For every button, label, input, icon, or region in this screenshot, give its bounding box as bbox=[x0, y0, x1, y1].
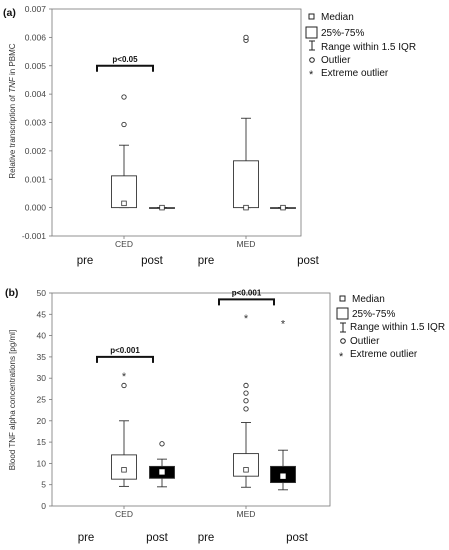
outlier-point bbox=[121, 94, 127, 100]
panel-a-ylabel-prefix: Relative transcription of bbox=[8, 93, 17, 179]
legend-range-label: Range within 1.5 IQR bbox=[321, 42, 416, 53]
legend-b-outlier-label: Outlier bbox=[350, 336, 380, 347]
group-sublabel: pre bbox=[77, 255, 94, 267]
box-iqr bbox=[233, 160, 259, 209]
group-sublabel: post bbox=[146, 532, 169, 544]
group-sublabel: pre bbox=[198, 255, 215, 267]
legend-b-box-marker bbox=[336, 307, 349, 320]
y-tick-label: 0.004 bbox=[25, 89, 47, 99]
group-sublabel: post bbox=[297, 255, 320, 267]
legend-extreme-marker: * bbox=[309, 69, 314, 81]
y-tick-label: 0 bbox=[41, 501, 46, 511]
y-tick-label: 0.005 bbox=[25, 61, 47, 71]
panel-b-legend: Median 25%-75% Range within 1.5 IQR Outl… bbox=[336, 294, 445, 363]
legend-median-marker bbox=[308, 13, 315, 20]
y-tick-label: 0.007 bbox=[25, 4, 47, 14]
panel-a-ylabel-italic: TNF bbox=[8, 76, 17, 93]
y-tick-label: 15 bbox=[37, 437, 47, 447]
panel-a-legend: Median 25%-75% Range within 1.5 IQR Outl… bbox=[305, 12, 416, 81]
extreme-outlier-point: * bbox=[122, 371, 127, 383]
median-marker bbox=[159, 469, 165, 475]
significance-bracket bbox=[96, 355, 154, 363]
panel-a: (a) Relative transcription of TNF in PBM… bbox=[3, 4, 416, 267]
y-tick-label: 0.006 bbox=[25, 32, 47, 42]
plot-frame bbox=[51, 8, 302, 237]
legend-b-range-label: Range within 1.5 IQR bbox=[350, 322, 445, 333]
outlier-point bbox=[243, 390, 249, 396]
outlier-point bbox=[243, 406, 249, 412]
legend-b-outlier-marker bbox=[340, 338, 346, 344]
median-marker bbox=[121, 200, 127, 207]
category-label: CED bbox=[115, 239, 133, 249]
svg-text:Relative transcription of TNF: Relative transcription of TNF in PBMC bbox=[8, 43, 17, 178]
group-sublabel: post bbox=[141, 255, 164, 267]
group-sublabel: pre bbox=[78, 532, 95, 544]
y-tick-label: 40 bbox=[37, 331, 47, 341]
panel-a-ylabel: Relative transcription of TNF in PBMC bbox=[8, 43, 17, 178]
legend-b-whisker-marker bbox=[340, 322, 346, 333]
y-tick-label: 0.003 bbox=[25, 118, 47, 128]
outlier-point bbox=[121, 382, 127, 389]
panel-a-label: (a) bbox=[3, 7, 16, 19]
panel-b-ylabel-text: Blood TNF alpha concentrations [pg/ml] bbox=[8, 330, 17, 470]
y-tick-label: 0.000 bbox=[25, 203, 47, 213]
median-marker bbox=[159, 204, 165, 211]
box-iqr bbox=[111, 454, 137, 480]
category-label: MED bbox=[237, 239, 256, 249]
median-marker bbox=[280, 204, 286, 211]
y-tick-label: 0.002 bbox=[25, 146, 47, 156]
panel-b-label: (b) bbox=[5, 287, 18, 299]
significance-label: p<0.05 bbox=[112, 55, 138, 64]
extreme-outlier-point: * bbox=[281, 318, 286, 330]
legend-box-marker bbox=[305, 26, 318, 39]
group-sublabel: pre bbox=[198, 532, 215, 544]
legend-box-label: 25%-75% bbox=[321, 28, 364, 39]
legend-b-extreme-marker: * bbox=[339, 351, 344, 363]
legend-whisker-marker bbox=[309, 40, 315, 51]
y-tick-label: 10 bbox=[37, 458, 47, 468]
y-tick-label: 25 bbox=[37, 395, 47, 405]
y-tick-label: 20 bbox=[37, 416, 47, 426]
median-marker bbox=[243, 204, 249, 211]
outlier-point bbox=[243, 34, 249, 41]
legend-b-median-label: Median bbox=[352, 294, 385, 305]
y-tick-label: 5 bbox=[41, 480, 46, 490]
panel-a-ylabel-suffix: in PBMC bbox=[8, 43, 17, 77]
outlier-point bbox=[159, 441, 165, 447]
significance-bracket bbox=[96, 64, 154, 72]
group-sublabel: post bbox=[286, 532, 309, 544]
panel-b: (b) Blood TNF alpha concentrations [pg/m… bbox=[5, 287, 445, 544]
panel-b-ylabel: Blood TNF alpha concentrations [pg/ml] bbox=[8, 330, 17, 470]
significance-label: p<0.001 bbox=[232, 288, 262, 297]
legend-median-label: Median bbox=[321, 12, 354, 23]
y-tick-label: 35 bbox=[37, 352, 47, 362]
panel-b-plot-area: 0 5 10 15 20 25 30 35 40 45 50 CED MED pre post pre post… bbox=[37, 288, 331, 544]
y-tick-label: 50 bbox=[37, 288, 47, 298]
category-label: MED bbox=[237, 509, 256, 519]
median-marker bbox=[121, 467, 127, 473]
y-tick-label: 45 bbox=[37, 309, 47, 319]
extreme-outlier-point: * bbox=[244, 313, 249, 325]
y-tick-label: 30 bbox=[37, 373, 47, 383]
legend-b-box-label: 25%-75% bbox=[352, 309, 395, 320]
panel-a-plot-area: -0.001 0.000 0.001 0.002 0.003 0.004 0.005 0.00… bbox=[22, 4, 320, 267]
legend-extreme-label: Extreme outlier bbox=[321, 68, 389, 79]
median-marker bbox=[243, 467, 249, 473]
significance-label: p<0.001 bbox=[110, 346, 140, 355]
significance-bracket bbox=[218, 298, 275, 306]
legend-b-extreme-label: Extreme outlier bbox=[350, 349, 418, 360]
legend-outlier-label: Outlier bbox=[321, 55, 351, 66]
y-tick-label: -0.001 bbox=[22, 231, 46, 241]
y-tick-label: 0.001 bbox=[25, 174, 47, 184]
legend-b-median-marker bbox=[339, 295, 346, 302]
outlier-point bbox=[243, 382, 249, 389]
median-marker bbox=[280, 473, 286, 479]
category-label: CED bbox=[115, 509, 133, 519]
box-iqr bbox=[233, 453, 259, 477]
outlier-point bbox=[243, 398, 249, 404]
legend-outlier-marker bbox=[309, 57, 315, 63]
outlier-point bbox=[121, 121, 127, 128]
